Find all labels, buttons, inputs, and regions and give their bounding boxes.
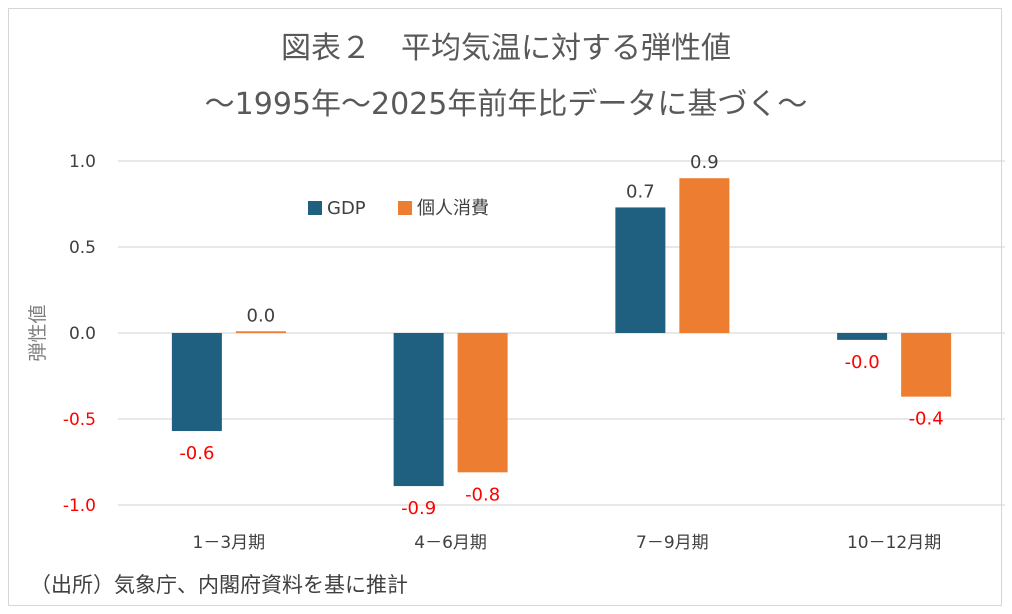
legend: GDP 個人消費 [308, 198, 489, 219]
chart-frame [8, 8, 1002, 606]
data-label: 0.9 [690, 152, 719, 173]
data-label: -0.4 [909, 409, 944, 430]
y-axis-label: 弾性値 [27, 304, 49, 361]
x-axis-categories: 1－3月期 4－6月期 7－9月期 10－12月期 [193, 533, 942, 553]
chart-title: 図表２ 平均気温に対する弾性値 [281, 31, 731, 66]
bar-consumption [679, 178, 730, 333]
data-label: 0.7 [626, 181, 655, 202]
source-note: （出所）気象庁、内閣府資料を基に推計 [30, 573, 408, 597]
legend-label: GDP [327, 198, 366, 219]
data-label: 0.0 [247, 305, 276, 326]
x-category-label: 7－9月期 [636, 533, 709, 553]
bar-gdp [171, 333, 222, 432]
data-label: -0.8 [465, 484, 500, 505]
x-category-label: 1－3月期 [193, 533, 266, 553]
data-label: -0.0 [845, 352, 880, 373]
x-category-label: 10－12月期 [847, 533, 941, 553]
data-labels: -0.6 0.0 -0.9 -0.8 0.7 0.9 -0.0 -0.4 [179, 152, 943, 519]
bars [171, 178, 952, 487]
bar-gdp [393, 333, 444, 487]
y-tick-label: 1.0 [69, 152, 96, 172]
legend-label: 個人消費 [417, 198, 489, 219]
y-tick-label: -1.0 [63, 496, 96, 516]
chart-subtitle: ～1995年～2025年前年比データに基づく～ [205, 87, 808, 122]
legend-swatch [398, 201, 412, 215]
bar-consumption [457, 333, 508, 473]
data-label: -0.6 [179, 443, 214, 464]
y-tick-label: 0.0 [69, 324, 96, 344]
bar-gdp [615, 207, 666, 333]
x-category-label: 4－6月期 [414, 533, 487, 553]
y-axis-ticks: 1.0 0.5 0.0 -0.5 -1.0 [63, 152, 96, 516]
data-label: -0.9 [401, 498, 436, 519]
y-tick-label: 0.5 [69, 238, 96, 258]
y-tick-label: -0.5 [63, 410, 96, 430]
bar-gdp [837, 333, 888, 340]
bar-consumption [901, 333, 952, 397]
bar-consumption [235, 331, 286, 333]
legend-swatch [308, 201, 322, 215]
